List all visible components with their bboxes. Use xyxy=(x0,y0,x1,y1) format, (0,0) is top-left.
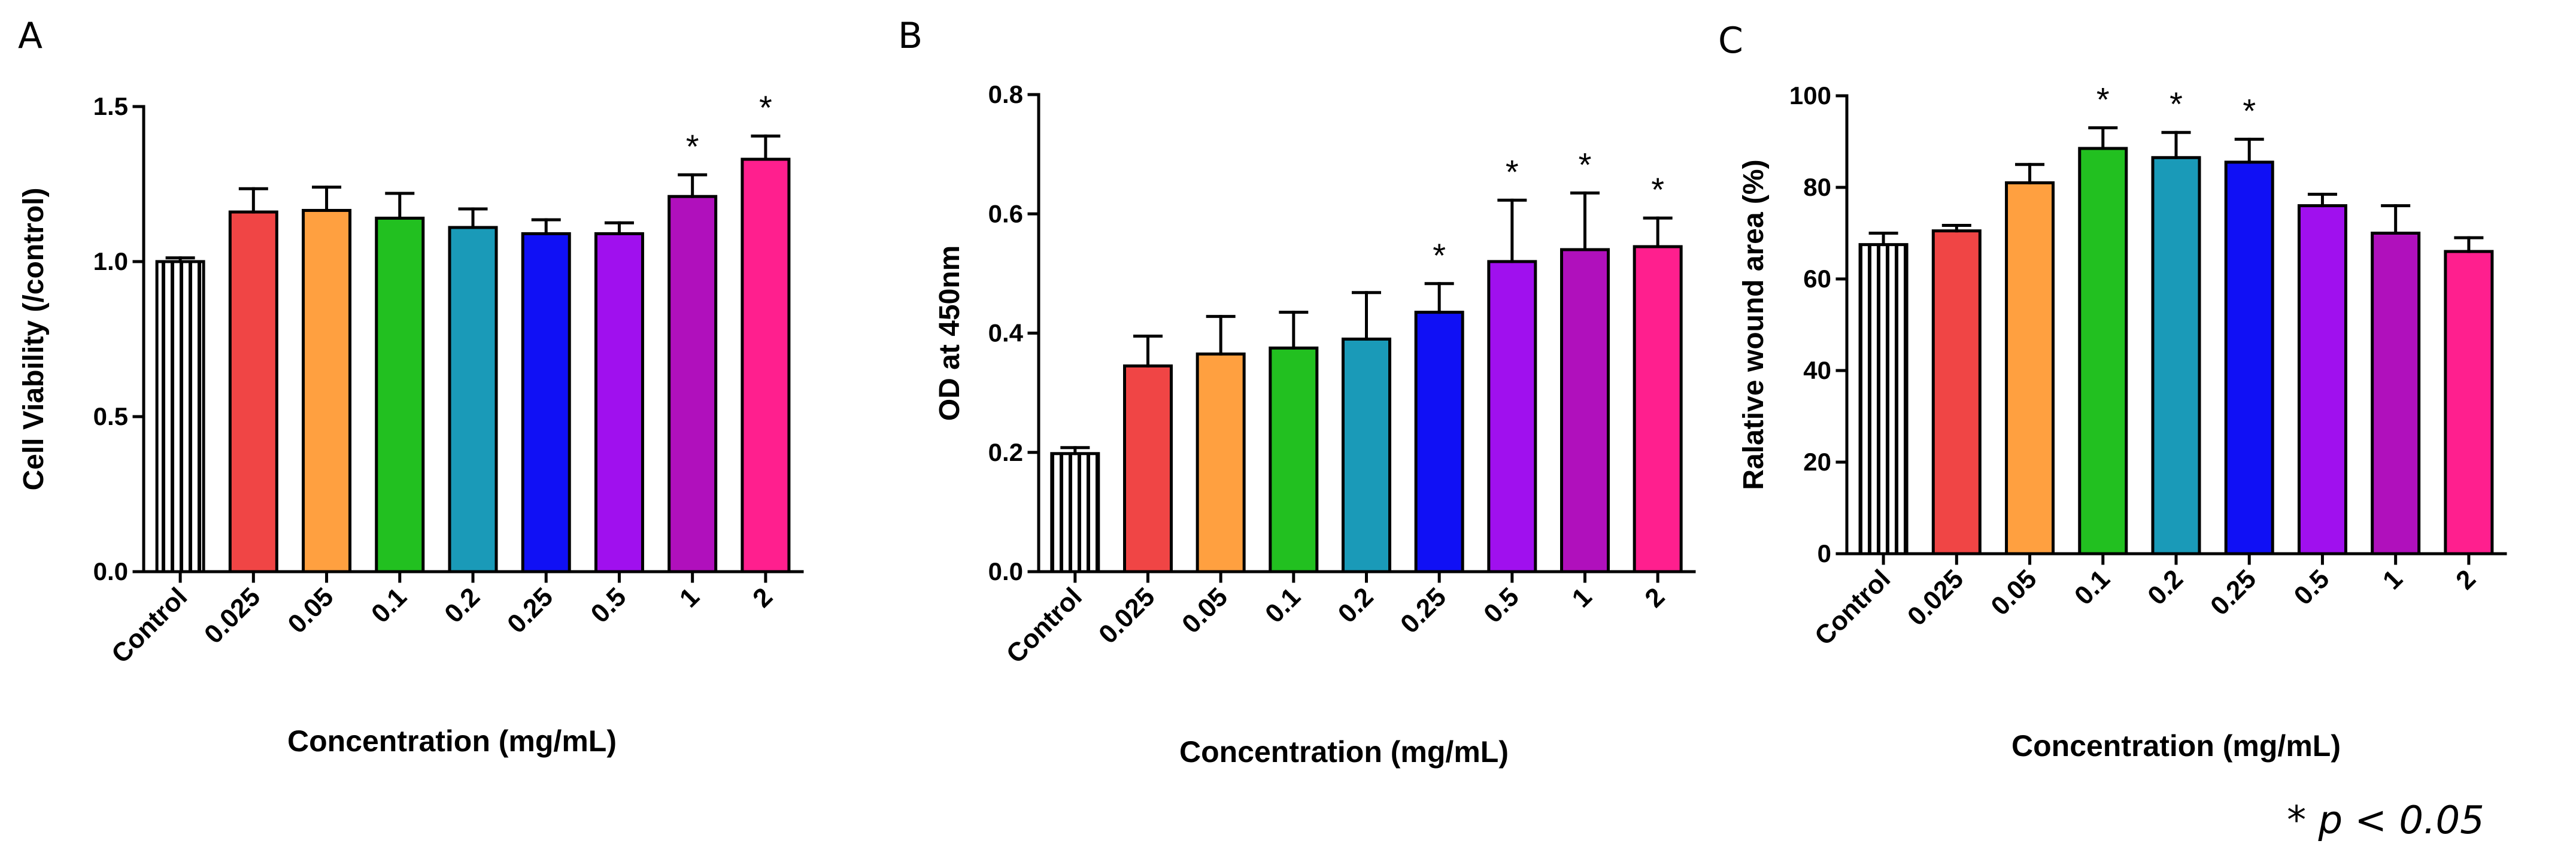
panel-letter: C xyxy=(1718,20,1743,62)
bar-0_5 xyxy=(1487,260,1537,573)
category-label: 0.2 xyxy=(2142,564,2189,611)
category-label: 0.025 xyxy=(1902,564,1970,632)
x-axis-title: Concentration (mg/mL) xyxy=(2011,729,2341,763)
bar-0_05 xyxy=(2005,181,2055,556)
category-label: 0.25 xyxy=(2205,564,2262,621)
bar-Control xyxy=(1050,452,1100,573)
category-label: 2 xyxy=(1639,582,1670,613)
bar-0_25 xyxy=(1414,311,1464,573)
y-tick-label: 0.5 xyxy=(93,402,128,430)
bar-0_2 xyxy=(1342,337,1391,573)
y-tick-label: 100 xyxy=(1789,81,1831,110)
category-label: 0.25 xyxy=(1395,582,1452,639)
bar-0_2 xyxy=(448,226,498,573)
significance-marker: * xyxy=(1506,153,1519,190)
bar-0_025 xyxy=(228,210,278,573)
bar-1 xyxy=(667,195,718,573)
bar-Control xyxy=(1858,243,1909,556)
y-tick-label: 80 xyxy=(1803,173,1831,201)
category-label: 2 xyxy=(2450,564,2481,595)
bar-0_1 xyxy=(1269,346,1319,573)
bar-2 xyxy=(2444,250,2494,556)
category-label: 1 xyxy=(1567,582,1598,613)
y-tick-label: 40 xyxy=(1803,356,1831,384)
category-label: 1 xyxy=(674,582,705,613)
significance-marker: * xyxy=(686,128,699,165)
y-tick-label: 1.5 xyxy=(93,92,128,120)
bar-0_025 xyxy=(1123,364,1173,573)
category-label: 2 xyxy=(747,582,778,613)
y-tick-label: 0.8 xyxy=(988,80,1023,108)
bar-2 xyxy=(741,157,791,573)
chart-panel-c: C 0 20 40 60 80 100 Ralative wound area (%) Cont… xyxy=(1718,20,2507,763)
significance-marker: * xyxy=(759,89,772,126)
significance-marker: * xyxy=(2243,92,2256,130)
bar-0_25 xyxy=(2224,160,2274,556)
y-tick-label: 0 xyxy=(1818,539,1831,567)
category-label: 0.05 xyxy=(1176,582,1233,639)
bar-0_025 xyxy=(1931,229,1982,556)
panel-letter: A xyxy=(18,15,43,57)
chart-panel-b: B 0.0 0.2 0.4 0.6 0.8 OD at 450nm Control 0.025 0… xyxy=(898,15,1696,769)
y-tick-label: 0.0 xyxy=(93,557,128,585)
bar-Control xyxy=(155,260,205,573)
bar-0_2 xyxy=(2151,156,2201,556)
x-axis-title: Concentration (mg/mL) xyxy=(287,724,617,758)
category-label: 0.025 xyxy=(1093,582,1161,649)
bar-0_1 xyxy=(2078,147,2128,556)
significance-marker: * xyxy=(2096,81,2110,119)
y-axis-title: Ralative wound area (%) xyxy=(1738,159,1770,490)
panel-letter: B xyxy=(898,15,923,57)
category-label: 0.05 xyxy=(282,582,339,639)
y-tick-label: 1.0 xyxy=(93,247,128,275)
significance-marker: * xyxy=(1579,145,1592,183)
chart-panel-a: A 0.0 0.5 1.0 1.5 Cell Viability (/control) Co… xyxy=(18,15,804,758)
category-label: 0.025 xyxy=(199,582,266,649)
y-tick-label: 0.2 xyxy=(988,438,1023,466)
x-axis-title: Concentration (mg/mL) xyxy=(1179,735,1509,769)
y-tick-label: 0.0 xyxy=(988,557,1023,585)
y-axis-title: OD at 450nm xyxy=(934,245,966,421)
category-label: 0.2 xyxy=(1333,582,1379,629)
category-label: 0.5 xyxy=(1478,582,1525,629)
category-label: 0.1 xyxy=(1260,582,1306,629)
category-label: Control xyxy=(1809,564,1896,651)
y-tick-label: 20 xyxy=(1803,448,1831,476)
bar-0_25 xyxy=(521,232,571,573)
category-label: 0.1 xyxy=(366,582,412,629)
category-label: 0.2 xyxy=(439,582,486,629)
category-label: Control xyxy=(106,582,193,669)
significance-footnote: * p < 0.05 xyxy=(2287,799,2484,843)
category-label: 0.1 xyxy=(2069,564,2116,611)
bar-2 xyxy=(1633,245,1683,573)
significance-marker: * xyxy=(1433,236,1446,274)
significance-marker: * xyxy=(1651,171,1664,208)
category-label: 0.05 xyxy=(1985,564,2042,621)
bar-0_5 xyxy=(594,232,644,573)
category-label: 0.25 xyxy=(502,582,559,639)
category-label: 1 xyxy=(2377,564,2408,595)
category-label: 0.5 xyxy=(2289,564,2335,611)
bar-0_5 xyxy=(2297,204,2347,556)
y-tick-label: 60 xyxy=(1803,265,1831,293)
y-tick-label: 0.6 xyxy=(988,199,1023,227)
bar-0_05 xyxy=(302,209,352,573)
bar-0_05 xyxy=(1196,352,1246,573)
y-axis-title: Cell Viability (/control) xyxy=(18,188,50,491)
significance-marker: * xyxy=(2170,85,2183,123)
bar-1 xyxy=(2371,232,2421,556)
bar-1 xyxy=(1560,248,1610,573)
category-label: 0.5 xyxy=(585,582,632,629)
category-label: Control xyxy=(1001,582,1088,669)
bar-0_1 xyxy=(375,216,425,573)
y-tick-label: 0.4 xyxy=(988,319,1024,347)
